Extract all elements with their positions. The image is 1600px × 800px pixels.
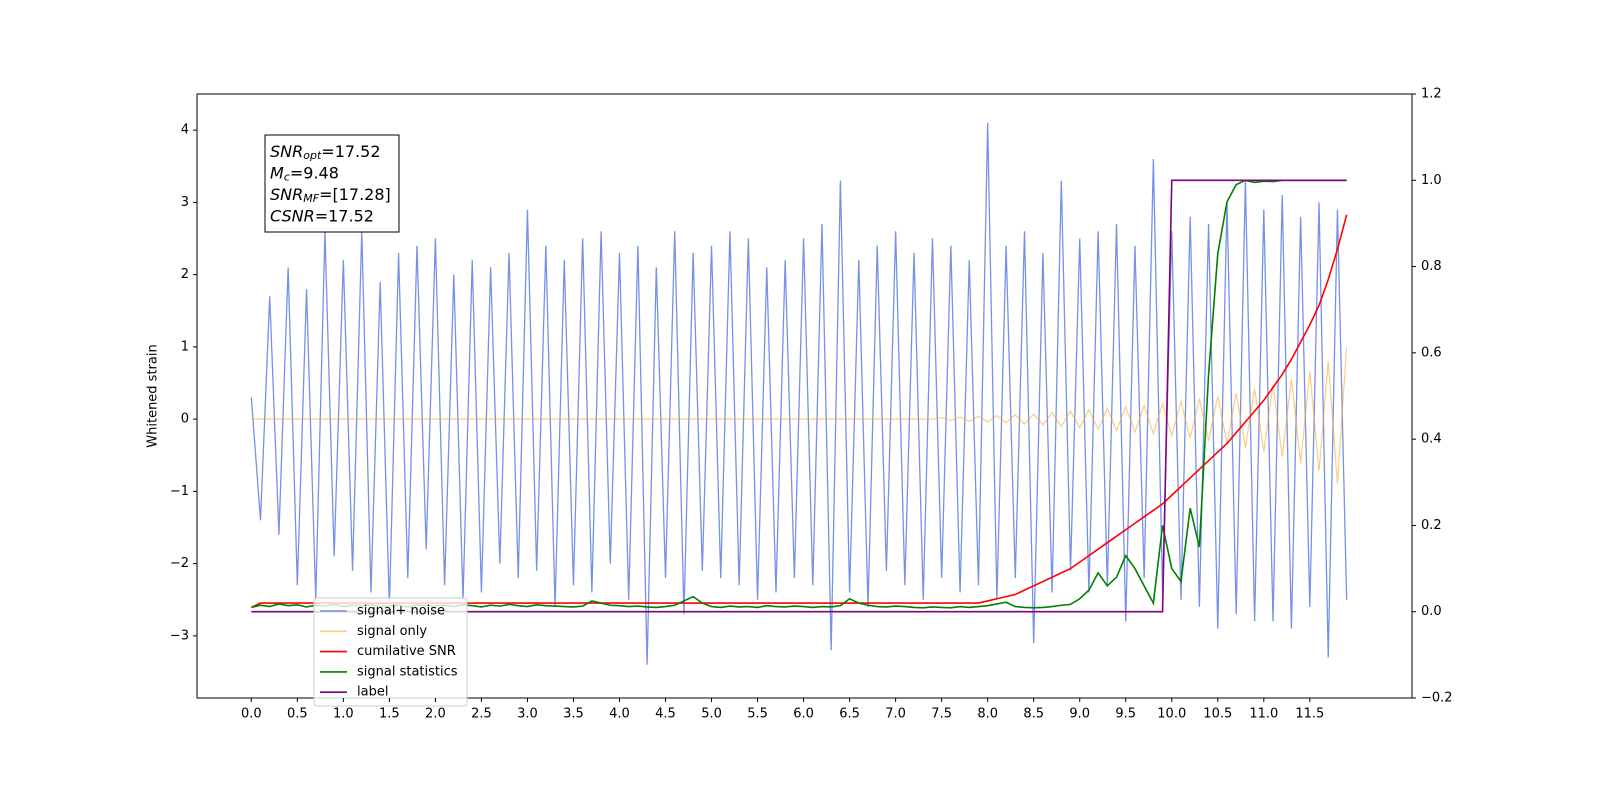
annotation-symbol: M [270, 163, 284, 182]
annotation-subscript: c [284, 171, 290, 184]
legend-frame [313, 597, 468, 707]
y2-tick-label: 0.2 [1421, 518, 1442, 533]
legend-label: signal statistics [357, 664, 458, 679]
x-tick-label: 1.5 [379, 707, 400, 722]
y-tick-label: −3 [170, 628, 189, 643]
annotation-symbol: CSNR [270, 206, 315, 225]
annotation-value: =17.52 [315, 206, 374, 225]
x-tick-label: 4.5 [655, 707, 676, 722]
legend: signal+ noise signal only cumilative SNR si… [313, 597, 468, 707]
legend-label: signal+ noise [357, 604, 445, 619]
y2-tick-label: 1.2 [1421, 87, 1442, 102]
x-tick-label: 6.0 [793, 707, 814, 722]
x-tick-label: 7.5 [931, 707, 952, 722]
x-tick-label: 2.5 [471, 707, 492, 722]
y-tick-label: 4 [181, 123, 189, 138]
x-tick-label: 11.0 [1249, 707, 1278, 722]
plot-area [250, 122, 1348, 665]
annotation-symbol: SNR [270, 185, 303, 204]
annotation-box: SNRopt=17.52Mc=9.48SNRMF=[17.28]CSNR=17.… [264, 134, 400, 233]
annotation-value: =[17.28] [319, 185, 391, 204]
x-tick-label: 7.0 [885, 707, 906, 722]
legend-label: label [357, 685, 388, 700]
annotation-text: Mc=9.48 [270, 163, 339, 184]
y-tick-label: 3 [181, 195, 189, 210]
x-tick-label: 2.0 [425, 707, 446, 722]
legend-label: cumilative SNR [357, 644, 456, 659]
annotation-subscript: MF [303, 192, 319, 205]
y2-tick-label: 0.6 [1421, 345, 1442, 360]
annotation-text: SNRopt=17.52 [270, 142, 381, 163]
y-axis-label: Whitened strain [146, 344, 161, 447]
x-tick-label: 0.0 [241, 707, 262, 722]
axes-frame [196, 93, 1413, 699]
x-tick-label: 1.0 [333, 707, 354, 722]
y-tick-label: −1 [170, 484, 189, 499]
y2-tick-label: 1.0 [1421, 173, 1442, 188]
x-tick-label: 8.0 [977, 707, 998, 722]
y2-tick-label: 0.4 [1421, 432, 1442, 447]
y2-tick-label: −0.2 [1421, 691, 1453, 706]
annotation-symbol: SNR [270, 142, 303, 161]
x-tick-label: 11.5 [1295, 707, 1324, 722]
x-tick-label: 0.5 [287, 707, 308, 722]
y-tick-label: 1 [181, 339, 189, 354]
annotation-value: =9.48 [290, 163, 339, 182]
x-tick-label: 3.0 [517, 707, 538, 722]
annotation-text: SNRMF=[17.28] [270, 185, 391, 206]
x-tick-label: 9.0 [1069, 707, 1090, 722]
annotation-frame [264, 134, 400, 233]
annotation-value: =17.52 [321, 142, 380, 161]
x-tick-label: 3.5 [563, 707, 584, 722]
series-line [251, 346, 1348, 485]
x-tick-label: 9.5 [1115, 707, 1136, 722]
annotation-subscript: opt [303, 149, 322, 162]
x-tick-label: 10.0 [1157, 707, 1186, 722]
x-tick-label: 4.0 [609, 707, 630, 722]
x-tick-label: 5.0 [701, 707, 722, 722]
legend-label: signal only [357, 624, 427, 639]
y-tick-label: −2 [170, 556, 189, 571]
y2-tick-label: 0.0 [1421, 604, 1442, 619]
y-tick-label: 2 [181, 267, 189, 282]
x-tick-label: 5.5 [747, 707, 768, 722]
series-line [250, 122, 1348, 665]
y-tick-label: 0 [181, 412, 189, 427]
x-tick-label: 8.5 [1023, 707, 1044, 722]
y2-tick-label: 0.8 [1421, 259, 1442, 274]
x-tick-label: 6.5 [839, 707, 860, 722]
annotation-text: CSNR=17.52 [270, 206, 374, 225]
x-tick-label: 10.5 [1203, 707, 1232, 722]
